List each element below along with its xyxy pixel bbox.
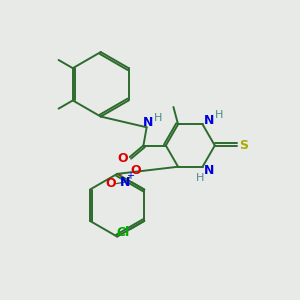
Text: O: O (131, 164, 142, 177)
Text: H: H (195, 173, 204, 183)
Text: ⁻: ⁻ (116, 172, 122, 182)
Text: S: S (239, 139, 248, 152)
Text: H: H (154, 113, 162, 123)
Text: N: N (204, 164, 214, 177)
Text: H: H (215, 110, 223, 120)
Text: O: O (118, 152, 128, 165)
Text: Cl: Cl (116, 226, 129, 238)
Text: O: O (105, 177, 116, 190)
Text: +: + (126, 170, 134, 181)
Text: N: N (143, 116, 153, 129)
Text: N: N (204, 114, 214, 127)
Text: N: N (120, 176, 130, 189)
